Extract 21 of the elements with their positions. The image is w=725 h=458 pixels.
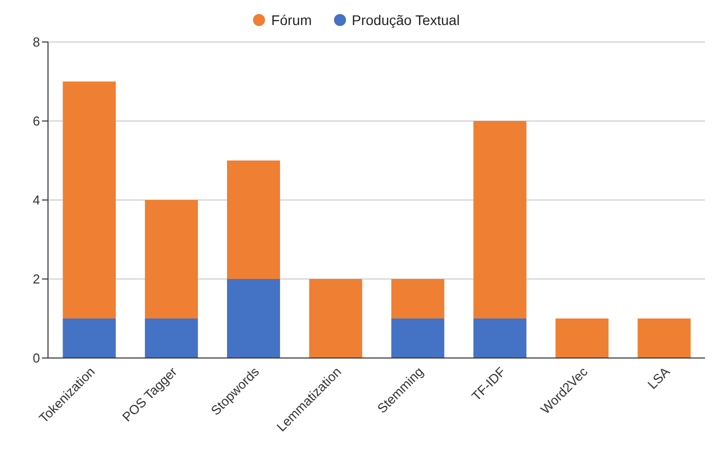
bar bbox=[309, 279, 362, 358]
y-tick-label: 8 bbox=[32, 34, 40, 50]
y-tick-label: 4 bbox=[32, 192, 40, 208]
bar bbox=[473, 121, 526, 318]
bar bbox=[391, 279, 444, 318]
bar bbox=[227, 160, 280, 279]
y-tick-label: 6 bbox=[32, 114, 40, 129]
legend-label: Produção Textual bbox=[350, 12, 460, 28]
bar bbox=[638, 318, 691, 358]
bar bbox=[62, 82, 116, 318]
bar bbox=[227, 279, 280, 358]
y-tick-label: 2 bbox=[32, 272, 40, 287]
legend-label: Fórum bbox=[270, 12, 312, 28]
x-tick-label: LSA bbox=[644, 364, 673, 392]
bar bbox=[144, 318, 198, 358]
bar bbox=[473, 318, 526, 358]
y-tick-label: 0 bbox=[32, 350, 40, 366]
bar bbox=[62, 318, 116, 358]
bar bbox=[391, 318, 444, 358]
bar bbox=[144, 200, 198, 318]
bar bbox=[556, 318, 609, 358]
